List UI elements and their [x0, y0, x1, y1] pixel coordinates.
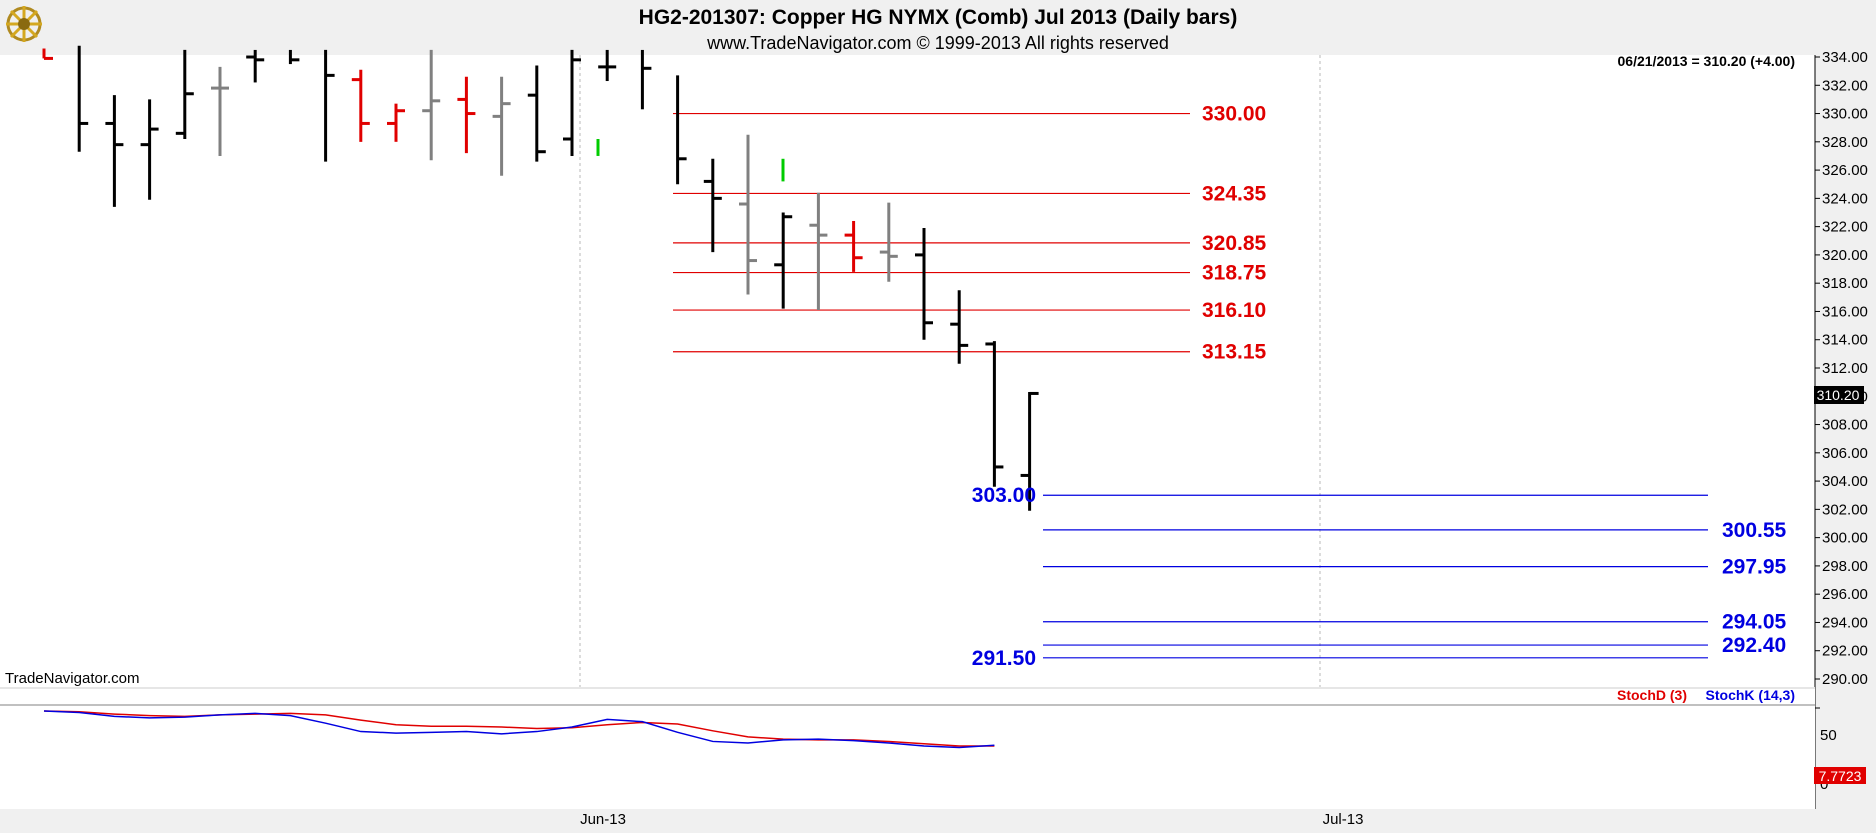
support-label: 291.50 [972, 647, 1036, 670]
price-tick-label: 324.00 [1822, 190, 1868, 207]
ohlc-bar [1020, 391, 1039, 511]
ohlc-bar [324, 49, 335, 162]
ohlc-bar [457, 76, 476, 154]
price-tick-label: 290.00 [1822, 671, 1868, 688]
last-price-label: 310.20 [1817, 387, 1860, 403]
ohlc-bar [915, 228, 933, 340]
price-tick-label: 292.00 [1822, 643, 1868, 660]
x-axis: Jun-13 Jul-13 [0, 809, 1876, 828]
price-tick-label: 302.00 [1822, 501, 1868, 518]
last-price-marker [1814, 386, 1864, 404]
ohlc-bar [246, 49, 265, 83]
stochastic-lines [43, 707, 1820, 749]
ohlc-bar [598, 49, 617, 82]
ohlc-bar [77, 45, 89, 152]
support-label: 303.00 [972, 484, 1036, 507]
panel-separator [0, 687, 1815, 689]
ohlc-bar [140, 99, 159, 200]
ohlc-bar [879, 202, 898, 282]
ohlc-bar [211, 66, 229, 156]
price-tick-label: 316.00 [1822, 303, 1868, 320]
price-tick-label: 314.00 [1822, 332, 1868, 349]
x-axis-label: Jul-13 [1323, 811, 1364, 828]
tradenavigator-logo-icon [6, 6, 42, 42]
ohlc-bar [422, 49, 441, 161]
chart-title: HG2-201307: Copper HG NYMX (Comb) Jul 20… [639, 6, 1238, 29]
support-resistance-lines [673, 112, 1708, 659]
price-tick-label: 320.00 [1822, 247, 1868, 264]
price-tick-label: 328.00 [1822, 134, 1868, 151]
ohlc-bar [387, 103, 405, 142]
price-tick-label: 296.00 [1822, 586, 1868, 603]
ohlc-bar [950, 290, 969, 364]
price-tick-label: 308.00 [1822, 417, 1868, 434]
price-tick-label: 334.00 [1822, 49, 1868, 66]
indicator-panel [0, 689, 1815, 809]
price-tick-label: 294.00 [1822, 614, 1868, 631]
price-bars [42, 45, 1039, 511]
ohlc-bar [105, 95, 124, 207]
x-axis-label: Jun-13 [580, 811, 626, 828]
indicator-last-label: 7.7723 [1819, 768, 1862, 784]
resistance-label: 330.00 [1202, 103, 1266, 126]
support-label: 297.95 [1722, 556, 1787, 579]
stochk-line [43, 710, 995, 749]
ohlc-bar [175, 49, 194, 139]
price-tick-label: 304.00 [1822, 473, 1868, 490]
resistance-label: 316.10 [1202, 299, 1266, 322]
price-axis: 334.00 332.00 330.00 328.00 326.00 324.00 322.… [1814, 49, 1868, 809]
indicator-tick-50: 50 [1820, 727, 1837, 744]
price-tick-label: 318.00 [1822, 275, 1868, 292]
stochk-label: StochK (14,3) [1706, 687, 1795, 703]
ohlc-bar [774, 212, 793, 309]
price-readout: 06/21/2013 = 310.20 (+4.00) [1618, 53, 1795, 69]
x-axis-band [0, 809, 1876, 828]
ohlc-bar [676, 75, 687, 185]
resistance-label: 318.75 [1202, 262, 1267, 285]
price-tick-label: 300.00 [1822, 530, 1868, 547]
resistance-label: 324.35 [1202, 182, 1267, 205]
support-label: 294.05 [1722, 611, 1787, 634]
ohlc-bar [351, 69, 370, 142]
price-tick-label: 326.00 [1822, 162, 1868, 179]
price-tick-label: 306.00 [1822, 445, 1868, 462]
indicator-tick-0: 0 [1820, 776, 1828, 793]
ohlc-bar [703, 158, 722, 253]
price-tick-label: 298.00 [1822, 558, 1868, 575]
price-tick-label: 332.00 [1822, 77, 1868, 94]
support-resistance-labels: 330.00 324.35 320.85 318.75 316.10 313.15 303.… [972, 103, 1787, 670]
support-label: 300.55 [1722, 519, 1787, 542]
watermark: TradeNavigator.com [5, 670, 140, 687]
price-tick-label: 330.00 [1822, 106, 1868, 123]
ohlc-bar [42, 48, 53, 60]
ohlc-bar [288, 49, 300, 65]
price-tick-label: 322.00 [1822, 219, 1868, 236]
price-panel [0, 55, 1815, 687]
ohlc-bar [640, 49, 652, 110]
ohlc-bar [985, 341, 1004, 487]
ohlc-bar [492, 76, 511, 176]
support-label: 292.40 [1722, 634, 1786, 657]
indicator-last-marker [1814, 767, 1866, 784]
ohlc-bar [563, 49, 581, 156]
price-tick-label: 312.00 [1822, 360, 1868, 377]
ohlc-bar [739, 134, 757, 295]
ohlc-bar [809, 192, 828, 311]
resistance-label: 313.15 [1202, 341, 1267, 364]
ohlc-bar [844, 220, 863, 272]
chart-subtitle: www.TradeNavigator.com © 1999-2013 All r… [706, 33, 1169, 53]
resistance-label: 320.85 [1202, 232, 1267, 255]
stochd-label: StochD (3) [1617, 687, 1687, 703]
ohlc-bar [527, 65, 546, 162]
